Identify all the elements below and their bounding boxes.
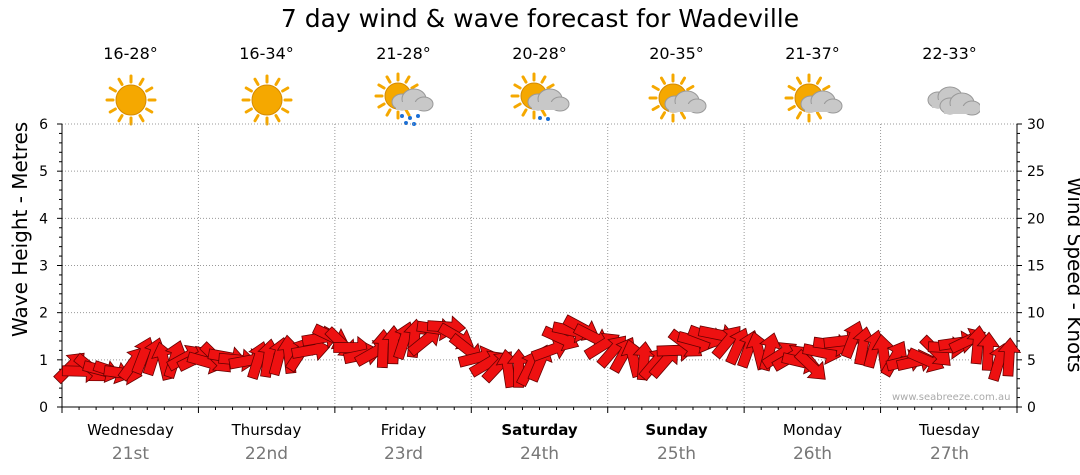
sun-icon	[198, 72, 335, 128]
day-temperature: 16-28°	[103, 44, 158, 63]
y-tick-label-right: 5	[1027, 353, 1036, 369]
day-name: Tuesday	[918, 421, 981, 439]
y-tick-label-right: 0	[1027, 400, 1036, 416]
wind-arrows	[53, 314, 1022, 389]
wind-arrow-shape	[530, 337, 570, 362]
day-date: 21st	[111, 444, 150, 464]
y-axis-left-label: Wave Height - Metres	[8, 121, 32, 337]
y-tick-label-left: 2	[39, 306, 48, 322]
wind-arrow	[530, 337, 570, 362]
day-temperature: 21-37°	[785, 44, 840, 63]
day-date: 27th	[929, 444, 970, 464]
y-tick-label-left: 0	[39, 400, 48, 416]
wind-arrow-shape	[840, 320, 866, 360]
day-temperature: 20-35°	[649, 44, 704, 63]
y-axis-right-label: Wind Speed - Knots	[1063, 177, 1080, 373]
y-tick-label-right: 25	[1027, 164, 1045, 180]
axes: 0 1 2 3 4 5 6 0 5 10 15 20 25 30	[39, 117, 1045, 416]
day-date: 24th	[519, 444, 560, 464]
y-tick-label-right: 30	[1027, 117, 1045, 133]
credit-text: www.seabreeze.com.au	[892, 392, 1011, 403]
y-tick-label-right: 10	[1027, 306, 1045, 322]
day-date: 25th	[656, 444, 697, 464]
y-tick-label-left: 3	[39, 259, 48, 275]
wind-arrow-shape	[997, 337, 1022, 377]
day-date: 26th	[792, 444, 833, 464]
day-temperature: 20-28°	[512, 44, 567, 63]
day-name: Monday	[782, 421, 843, 439]
wind-arrow	[906, 347, 945, 373]
day-name: Wednesday	[87, 421, 174, 439]
sun-cloud-icon	[744, 72, 881, 128]
cloud-icon	[881, 72, 1018, 128]
day-temperature: 22-33°	[922, 44, 977, 63]
wind-arrow-shape	[906, 347, 945, 373]
wind-arrow	[840, 320, 866, 360]
y-tick-label-left: 6	[39, 117, 48, 133]
day-date: 23rd	[383, 444, 424, 464]
day-date: 22nd	[244, 444, 289, 464]
y-tick-label-right: 20	[1027, 211, 1045, 227]
day-name: Thursday	[231, 421, 302, 439]
chart-title: 7 day wind & wave forecast for Wadeville	[280, 4, 800, 33]
sun-cloud-icon	[608, 72, 745, 128]
day-name: Friday	[380, 421, 427, 439]
wind-arrow-shape	[793, 348, 826, 380]
y-tick-label-left: 5	[39, 164, 48, 180]
day-temperature: 21-28°	[376, 44, 431, 63]
day-name: Sunday	[645, 421, 708, 439]
day-name: Saturday	[501, 421, 578, 439]
wind-arrow	[997, 337, 1022, 377]
day-temperature: 16-34°	[239, 44, 294, 63]
wind-arrow	[793, 348, 826, 380]
y-tick-label-left: 4	[39, 211, 48, 227]
y-tick-label-right: 15	[1027, 259, 1045, 275]
sun-icon	[62, 72, 199, 128]
sun-cloud-rain-icon	[335, 72, 472, 128]
y-tick-label-left: 1	[39, 353, 48, 369]
sun-cloud-drizzle-icon	[471, 72, 608, 128]
